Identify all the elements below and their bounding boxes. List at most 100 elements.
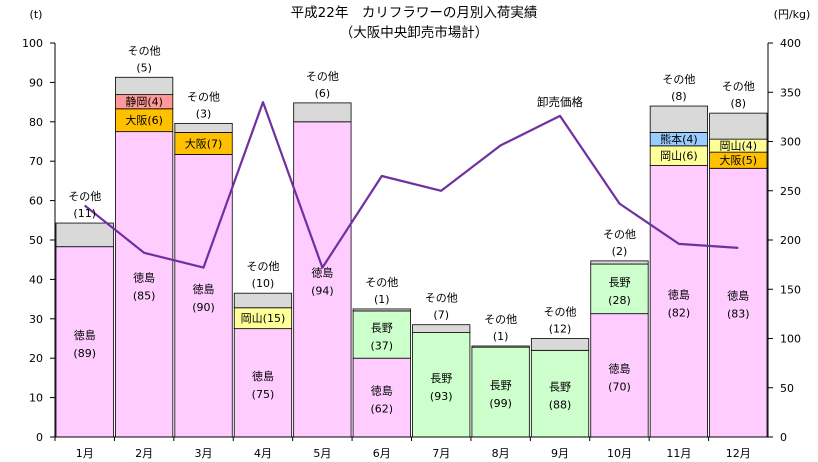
y-right-tick-label: 350: [780, 86, 801, 99]
segment-share-label: (70): [608, 380, 631, 393]
x-tick-label: 6月: [373, 447, 391, 460]
bar-segment-11-1: [649, 165, 708, 438]
other-share-label: (1): [493, 330, 509, 343]
segment-share-label: (83): [727, 308, 750, 321]
segment-name-label: 徳島: [371, 384, 393, 398]
segment-name-label: 静岡: [125, 95, 147, 109]
segment-share-label: (62): [370, 403, 393, 416]
bar-segment-other-4: [233, 292, 293, 309]
y-right-unit: (円/kg): [774, 8, 811, 21]
y-left-tick-label: 100: [22, 37, 43, 50]
bar-segment-12-1: [709, 167, 768, 438]
x-tick-label: 8月: [492, 447, 510, 460]
bar-segment-10-1: [590, 313, 649, 438]
price-line: [84, 100, 739, 269]
other-name-label: その他: [187, 90, 220, 103]
segment-share-label: (4): [741, 140, 757, 153]
x-tick-label: 11月: [666, 447, 691, 460]
segment-name-label: 徳島: [193, 282, 215, 296]
axes-layer: 0 10 20 30 40 50 60 70 80 90 100 0 50 100 150 200 250 300…: [22, 37, 801, 460]
bar-segment-9-1: [530, 349, 590, 438]
segment-name-label: 大阪: [719, 153, 741, 167]
y-left-tick-label: 10: [29, 392, 43, 405]
x-tick-label: 2月: [135, 447, 153, 460]
bar-segment-other-6: [352, 308, 411, 312]
other-name-label: その他: [484, 313, 517, 326]
bar-segment-other-5: [293, 102, 352, 123]
y-left-tick-label: 40: [29, 273, 43, 286]
segment-share-label: (75): [252, 388, 275, 401]
bar-segment-other-3: [174, 122, 233, 133]
other-share-label: (6): [315, 87, 331, 100]
y-left-unit: (t): [30, 8, 43, 21]
segment-share-label: (88): [549, 399, 572, 412]
bar-segment-8-1: [471, 346, 530, 438]
bar-segment-7-1: [412, 332, 471, 438]
bar-segment-6-1: [352, 357, 411, 438]
other-share-label: (10): [252, 277, 275, 290]
bar-segment-other-8: [471, 345, 530, 348]
other-name-label: その他: [246, 260, 279, 273]
segment-share-label: (37): [370, 340, 393, 353]
segment-inline-label: 岡山(4): [719, 140, 757, 153]
bar-segment-other-12: [709, 112, 768, 140]
other-name-label: その他: [544, 306, 577, 319]
other-share-label: (1): [374, 293, 390, 306]
other-share-label: (5): [136, 61, 152, 74]
segment-share-label: (89): [73, 347, 96, 360]
segment-name-label: 岡山: [660, 150, 682, 163]
other-name-label: その他: [306, 70, 339, 83]
y-left-tick-label: 50: [29, 234, 43, 247]
segment-inline-label: 岡山(15): [241, 312, 286, 325]
segment-share-label: (90): [192, 301, 215, 314]
segment-name-label: 長野: [549, 381, 571, 394]
other-share-label: (8): [730, 97, 746, 110]
bar-segment-1-1: [55, 246, 114, 438]
segment-share-label: (28): [608, 294, 631, 307]
segment-share-label: (99): [489, 397, 512, 410]
chart-subtitle: （大阪中央卸売市場計）: [340, 24, 489, 41]
segment-share-label: (85): [133, 289, 156, 302]
segment-name-label: 長野: [371, 322, 393, 335]
segment-inline-label: 大阪(5): [719, 153, 757, 167]
segment-share-label: (5): [741, 154, 757, 167]
segment-share-label: (6): [682, 150, 698, 163]
x-tick-label: 12月: [726, 447, 751, 460]
other-share-label: (11): [73, 207, 96, 220]
y-left-tick-label: 20: [29, 352, 43, 365]
x-tick-label: 3月: [195, 447, 213, 460]
y-left-tick-label: 80: [29, 116, 43, 129]
segment-share-label: (4): [147, 96, 163, 109]
segment-share-label: (82): [668, 306, 691, 319]
x-tick-label: 7月: [432, 447, 450, 460]
segment-share-label: (15): [263, 312, 286, 325]
segment-inline-label: 岡山(6): [660, 150, 698, 163]
y-right-tick-label: 100: [780, 333, 801, 346]
segment-name-label: 長野: [490, 379, 512, 392]
other-name-label: その他: [425, 292, 458, 305]
other-name-label: その他: [68, 190, 101, 203]
segment-name-label: 大阪: [185, 136, 207, 150]
price-series-label: 卸売価格: [537, 95, 583, 109]
other-share-label: (8): [671, 90, 687, 103]
bar-segment-6-2: [352, 310, 411, 359]
segment-inline-label: 静岡(4): [125, 95, 163, 109]
other-name-label: その他: [603, 228, 636, 241]
chart-title: 平成22年 カリフラワーの月別入荷実績: [291, 5, 538, 21]
segment-name-label: 徳島: [311, 265, 333, 279]
y-left-tick-label: 70: [29, 155, 43, 168]
segment-inline-label: 大阪(6): [125, 113, 163, 127]
other-share-label: (3): [196, 107, 212, 120]
y-left-tick-label: 0: [36, 431, 43, 444]
y-right-tick-label: 250: [780, 185, 801, 198]
other-name-label: その他: [128, 44, 161, 57]
bar-segment-other-11: [649, 105, 708, 133]
x-tick-label: 9月: [551, 447, 569, 460]
segment-name-label: 長野: [608, 276, 630, 289]
segment-share-label: (6): [147, 114, 163, 127]
segment-inline-label: 大阪(7): [185, 136, 223, 150]
segment-name-label: 徳島: [74, 328, 96, 342]
segment-name-label: 岡山: [241, 312, 263, 325]
bar-segment-other-9: [530, 338, 590, 351]
